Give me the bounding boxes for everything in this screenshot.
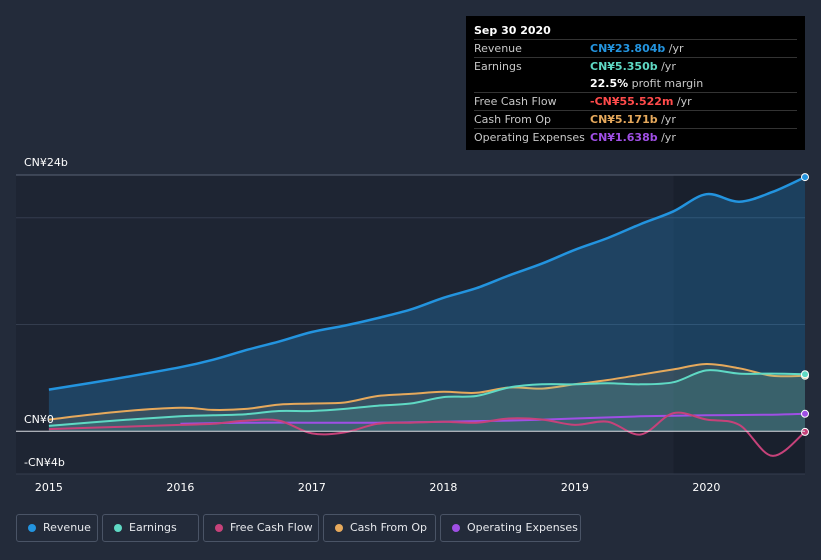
legend-cfo-dot-icon bbox=[335, 524, 343, 532]
legend-earnings-label: Earnings bbox=[129, 521, 177, 534]
tooltip-revenue-unit: /yr bbox=[665, 42, 684, 55]
opex-line bbox=[180, 412, 806, 425]
revenue-endpoint-marker bbox=[801, 173, 809, 182]
revenue-line bbox=[48, 175, 806, 391]
legend-revenue[interactable]: Revenue bbox=[16, 514, 98, 542]
tooltip-opex-unit: /yr bbox=[657, 131, 676, 144]
tooltip-row-opex: Operating Expenses CN¥1.638b /yr bbox=[474, 128, 797, 146]
tooltip-margin-value: 22.5% bbox=[590, 77, 629, 90]
cfo-line bbox=[48, 362, 806, 421]
tooltip-row-fcf: Free Cash Flow -CN¥55.522m /yr bbox=[474, 92, 797, 110]
legend-earnings[interactable]: Earnings bbox=[102, 514, 199, 542]
legend-free-cash-flow[interactable]: Free Cash Flow bbox=[203, 514, 319, 542]
legend-opex-label: Operating Expenses bbox=[467, 521, 578, 534]
legend-operating-expenses[interactable]: Operating Expenses bbox=[440, 514, 581, 542]
legend-revenue-dot-icon bbox=[28, 524, 36, 532]
tooltip-earnings-label: Earnings bbox=[474, 60, 522, 73]
x-tick-2016: 2016 bbox=[166, 481, 194, 494]
legend-revenue-label: Revenue bbox=[43, 521, 91, 534]
tooltip-margin-label: profit margin bbox=[628, 77, 704, 90]
tooltip-row-cfo: Cash From Op CN¥5.171b /yr bbox=[474, 110, 797, 128]
fcf-endpoint-marker bbox=[801, 427, 809, 436]
legend-fcf-label: Free Cash Flow bbox=[230, 521, 313, 534]
x-tick-2015: 2015 bbox=[35, 481, 63, 494]
x-tick-2018: 2018 bbox=[429, 481, 457, 494]
tooltip-row-earnings: Earnings CN¥5.350b /yr bbox=[474, 57, 797, 75]
legend-opex-dot-icon bbox=[452, 524, 460, 532]
tooltip-fcf-unit: /yr bbox=[673, 95, 692, 108]
tooltip-revenue-value: CN¥23.804b bbox=[590, 42, 666, 55]
opex-endpoint-marker bbox=[801, 409, 809, 418]
tooltip-fcf-label: Free Cash Flow bbox=[474, 95, 557, 108]
data-tooltip: Sep 30 2020 Revenue CN¥23.804b /yr Earni… bbox=[466, 16, 805, 150]
tooltip-cfo-label: Cash From Op bbox=[474, 113, 552, 126]
y-tick-top: CN¥24b bbox=[24, 156, 68, 169]
tooltip-row-margin: 22.5% profit margin bbox=[474, 75, 797, 92]
fcf-line bbox=[48, 411, 806, 457]
y-tick-bottom: -CN¥4b bbox=[24, 456, 65, 469]
x-tick-2020: 2020 bbox=[692, 481, 720, 494]
tooltip-cfo-value: CN¥5.171b bbox=[590, 113, 658, 126]
tooltip-opex-value: CN¥1.638b bbox=[590, 131, 658, 144]
tooltip-row-revenue: Revenue CN¥23.804b /yr bbox=[474, 39, 797, 57]
legend-cfo-label: Cash From Op bbox=[350, 521, 428, 534]
tooltip-cfo-unit: /yr bbox=[657, 113, 676, 126]
earnings-endpoint-marker bbox=[801, 370, 809, 379]
y-tick-zero: CN¥0 bbox=[24, 413, 54, 426]
x-tick-2019: 2019 bbox=[561, 481, 589, 494]
legend-earnings-dot-icon bbox=[114, 524, 122, 532]
legend-fcf-dot-icon bbox=[215, 524, 223, 532]
x-tick-2017: 2017 bbox=[298, 481, 326, 494]
tooltip-opex-label: Operating Expenses bbox=[474, 131, 585, 144]
tooltip-revenue-label: Revenue bbox=[474, 42, 522, 55]
tooltip-earnings-value: CN¥5.350b bbox=[590, 60, 658, 73]
legend-cash-from-op[interactable]: Cash From Op bbox=[323, 514, 436, 542]
tooltip-earnings-unit: /yr bbox=[657, 60, 676, 73]
earnings-line bbox=[48, 369, 806, 427]
tooltip-fcf-value: -CN¥55.522m bbox=[590, 95, 674, 108]
tooltip-date: Sep 30 2020 bbox=[474, 24, 551, 37]
